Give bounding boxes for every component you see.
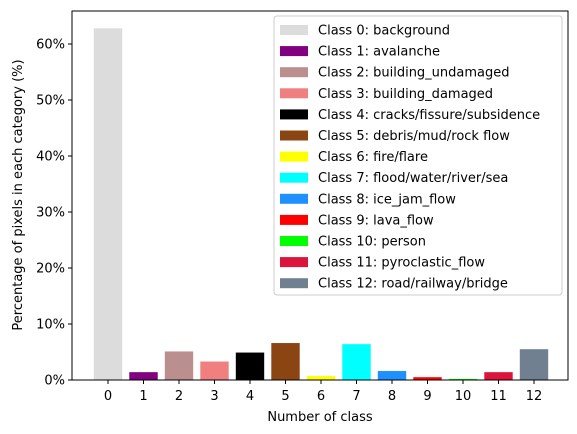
bar-class-9 <box>413 377 442 380</box>
legend-label-class-3: Class 3: building_damaged <box>318 87 493 102</box>
legend-label-class-5: Class 5: debris/mud/rock flow <box>318 129 510 144</box>
x-tick-label: 8 <box>388 389 396 404</box>
x-tick-label: 7 <box>352 389 360 404</box>
bar-class-3 <box>200 361 229 380</box>
y-tick-label: 20% <box>36 262 65 277</box>
bar-class-8 <box>377 371 407 380</box>
legend-swatch-class-10 <box>280 236 308 246</box>
bars-layer <box>93 28 549 380</box>
bar-class-4 <box>235 352 265 380</box>
legend-label-class-10: Class 10: person <box>318 235 426 250</box>
legend-swatch-class-11 <box>280 257 308 268</box>
plot-frame <box>71 10 569 381</box>
bar-class-0 <box>93 28 123 380</box>
y-tick-label: 60% <box>36 38 65 53</box>
legend-swatch-class-2 <box>280 67 308 78</box>
bar-class-10 <box>448 378 478 380</box>
bar-class-2 <box>164 351 194 380</box>
legend-label-class-2: Class 2: building_undamaged <box>318 66 510 81</box>
legend: Class 0: background Class 1: avalanche Cla… <box>273 15 563 296</box>
x-tick-label: 11 <box>490 389 507 404</box>
legend-label-class-8: Class 8: ice_jam_flow <box>318 192 456 207</box>
y-tick-label: 50% <box>36 94 65 109</box>
y-tick-label: 10% <box>36 318 65 333</box>
x-tick-label: 0 <box>104 389 112 404</box>
y-axis-label: Percentage of pixels in each category (%… <box>11 59 26 330</box>
legend-swatch-class-1 <box>280 46 308 57</box>
legend-swatch-class-4 <box>280 109 308 120</box>
legend-label-class-12: Class 12: road/railway/bridge <box>318 277 508 292</box>
bar-class-1 <box>129 372 158 380</box>
x-axis: 0 1 2 3 4 5 6 7 8 9 10 11 12 <box>104 380 542 404</box>
legend-label-class-11: Class 11: pyroclastic_flow <box>318 256 485 271</box>
bar-class-5 <box>271 343 300 380</box>
legend-label-class-7: Class 7: flood/water/river/sea <box>318 171 508 186</box>
legend-swatch-class-12 <box>280 278 308 289</box>
legend-box <box>273 15 563 296</box>
bar-class-11 <box>484 372 513 380</box>
legend-swatch-class-7 <box>280 172 308 183</box>
legend-label-class-6: Class 6: fire/flare <box>318 150 428 165</box>
x-tick-label: 6 <box>317 389 325 404</box>
legend-label-class-9: Class 9: lava_flow <box>318 213 434 228</box>
legend-swatch-class-9 <box>280 214 308 225</box>
legend-swatch-class-6 <box>280 151 308 162</box>
x-tick-label: 12 <box>526 389 543 404</box>
bar-class-7 <box>342 344 371 380</box>
x-axis-label: Number of class <box>267 410 373 425</box>
x-tick-label: 2 <box>175 389 183 404</box>
bar-class-12 <box>519 349 549 380</box>
x-tick-label: 4 <box>246 389 254 404</box>
x-tick-label: 3 <box>210 389 218 404</box>
y-axis: 0% 10% 20% 30% 40% 50% 60% <box>36 38 72 389</box>
legend-label-class-1: Class 1: avalanche <box>318 45 440 60</box>
y-tick-label: 30% <box>36 206 65 221</box>
y-tick-label: 0% <box>44 374 65 389</box>
legend-swatch-class-0 <box>280 25 308 35</box>
bar-class-6 <box>306 376 336 380</box>
legend-label-class-4: Class 4: cracks/fissure/subsidence <box>318 108 540 123</box>
x-tick-label: 10 <box>455 389 472 404</box>
legend-swatch-class-3 <box>280 88 308 99</box>
legend-label-class-0: Class 0: background <box>318 24 450 39</box>
x-tick-label: 5 <box>281 389 289 404</box>
legend-swatch-class-5 <box>280 130 308 141</box>
y-tick-label: 40% <box>36 150 65 165</box>
legend-swatch-class-8 <box>280 193 308 204</box>
x-tick-label: 9 <box>423 389 431 404</box>
x-tick-label: 1 <box>139 389 147 404</box>
